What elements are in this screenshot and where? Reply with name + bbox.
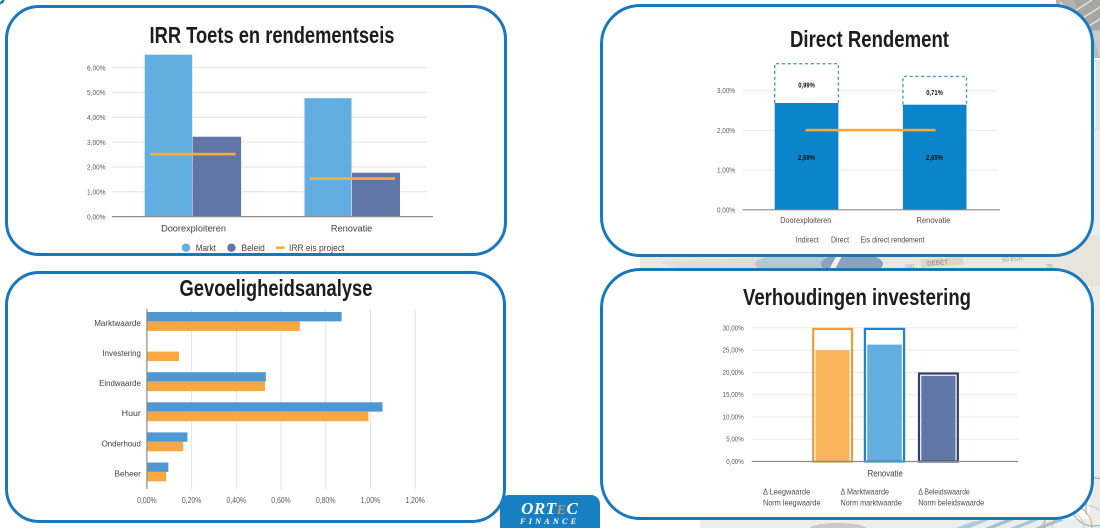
svg-text:Norm marktwaarde: Norm marktwaarde (841, 499, 903, 508)
svg-text:080: 080 (905, 264, 915, 271)
svg-text:0,00%: 0,00% (137, 496, 157, 505)
svg-text:Eis direct rendement: Eis direct rendement (860, 235, 925, 244)
svg-text:3,00%: 3,00% (87, 138, 106, 147)
svg-text:0,80%: 0,80% (316, 496, 336, 505)
svg-text:Beleid: Beleid (242, 243, 265, 253)
svg-text:Investering: Investering (103, 348, 142, 358)
svg-text:25,00%: 25,00% (723, 346, 744, 355)
svg-text:5,00%: 5,00% (726, 435, 744, 444)
svg-text:Markt: Markt (196, 243, 216, 253)
svg-text:10,00%: 10,00% (723, 412, 744, 421)
svg-text:Norm beleidswaarde: Norm beleidswaarde (918, 499, 984, 508)
svg-text:4,00%: 4,00% (87, 113, 106, 122)
svg-text:2,00%: 2,00% (87, 163, 106, 172)
svg-text:Doorexploiteren: Doorexploiteren (780, 216, 831, 225)
svg-text:3,00%: 3,00% (717, 86, 735, 95)
svg-text:20: 20 (1046, 264, 1054, 271)
svg-text:IRR eis project: IRR eis project (289, 243, 345, 253)
svg-text:Δ Beleidswaarde: Δ Beleidswaarde (918, 488, 970, 497)
svg-text:2,00%: 2,00% (717, 125, 735, 134)
svg-text:0,60%: 0,60% (271, 496, 291, 505)
svg-text:50 EUR: 50 EUR (1002, 256, 1024, 264)
svg-text:IRR Toets en rendementseis: IRR Toets en rendementseis (150, 22, 395, 48)
svg-text:0,00%: 0,00% (87, 212, 106, 221)
svg-text:20,00%: 20,00% (723, 368, 744, 377)
svg-text:DEBET: DEBET (927, 259, 949, 267)
svg-text:0,00%: 0,00% (726, 457, 744, 466)
svg-text:1,00%: 1,00% (87, 188, 106, 197)
svg-text:30,00%: 30,00% (723, 323, 744, 332)
svg-text:Verhoudingen investering: Verhoudingen investering (743, 284, 971, 310)
svg-text:Eindwaarde: Eindwaarde (99, 378, 141, 388)
svg-text:Huur: Huur (122, 408, 141, 418)
svg-text:6,00%: 6,00% (87, 63, 106, 72)
svg-text:Doorexploiteren: Doorexploiteren (161, 223, 226, 233)
svg-text:1,00%: 1,00% (717, 165, 735, 174)
svg-text:Gevoeligheidsanalyse: Gevoeligheidsanalyse (180, 275, 373, 301)
svg-text:Norm leegwaarde: Norm leegwaarde (763, 499, 821, 508)
svg-text:1,20%: 1,20% (405, 496, 425, 505)
svg-text:0,40%: 0,40% (227, 496, 247, 505)
svg-text:2,65%: 2,65% (926, 153, 943, 162)
svg-text:15,00%: 15,00% (723, 390, 744, 399)
svg-text:Renovatie: Renovatie (868, 469, 903, 479)
svg-text:Marktwaarde: Marktwaarde (94, 318, 141, 328)
svg-text:5,00%: 5,00% (87, 88, 106, 97)
svg-text:Onderhoud: Onderhoud (102, 438, 141, 448)
svg-text:Renovatie: Renovatie (916, 216, 950, 225)
svg-text:Direct: Direct (831, 235, 850, 244)
svg-text:Indirect: Indirect (795, 235, 819, 244)
svg-text:Δ Leegwaarde: Δ Leegwaarde (763, 488, 811, 497)
svg-text:0,00%: 0,00% (717, 205, 735, 214)
svg-text:0,20%: 0,20% (182, 496, 202, 505)
svg-text:1,00%: 1,00% (361, 496, 381, 505)
svg-text:2,69%: 2,69% (798, 153, 815, 162)
svg-text:Direct Rendement: Direct Rendement (790, 26, 949, 52)
svg-text:0,99%: 0,99% (798, 80, 815, 89)
svg-text:Beheer: Beheer (115, 468, 141, 478)
svg-text:Renovatie: Renovatie (331, 223, 372, 233)
svg-text:Δ Marktwaarde: Δ Marktwaarde (841, 488, 890, 497)
svg-text:0,71%: 0,71% (926, 88, 943, 97)
